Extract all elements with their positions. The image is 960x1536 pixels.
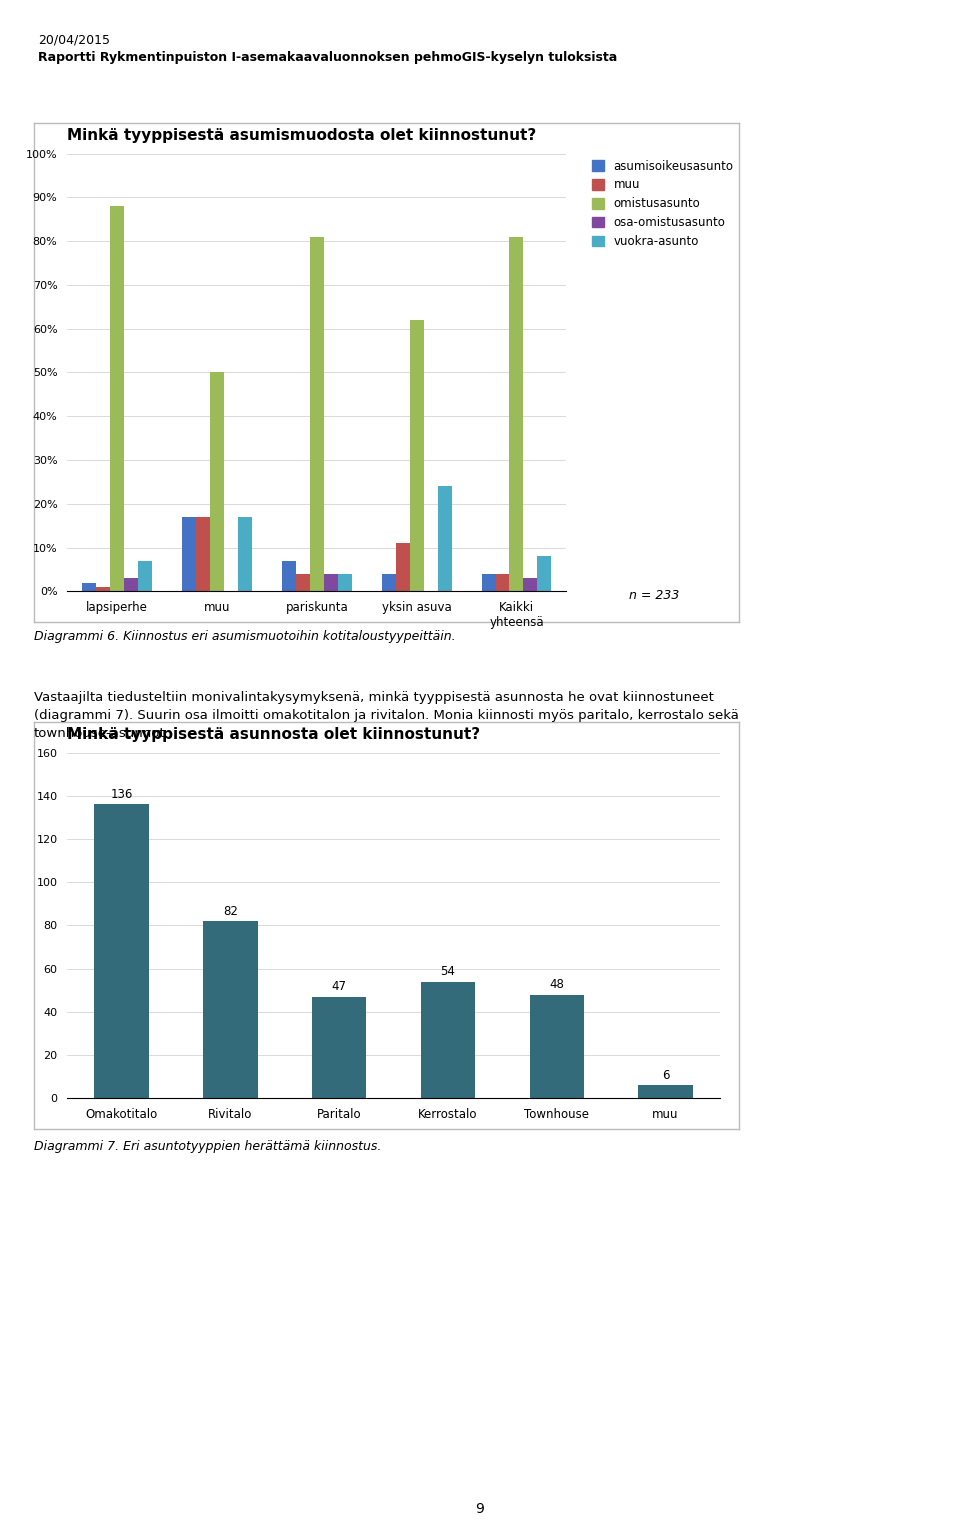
Bar	[338, 574, 351, 591]
Text: Diagrammi 6. Kiinnostus eri asumismuotoihin kotitaloustyypeittäin.: Diagrammi 6. Kiinnostus eri asumismuotoi…	[34, 630, 455, 642]
Text: 136: 136	[110, 788, 132, 802]
Text: Minkä tyyppisestä asumismuodosta olet kiinnostunut?: Minkä tyyppisestä asumismuodosta olet ki…	[67, 127, 537, 143]
Text: 54: 54	[441, 965, 455, 978]
Bar	[324, 574, 338, 591]
Bar	[96, 587, 110, 591]
Bar	[438, 487, 451, 591]
Text: 47: 47	[332, 980, 347, 994]
Bar	[420, 982, 475, 1098]
Bar	[538, 556, 551, 591]
Text: 20/04/2015: 20/04/2015	[38, 34, 110, 46]
Text: Vastaajilta tiedusteltiin monivalintakysymyksenä, minkä tyyppisestä asunnosta he: Vastaajilta tiedusteltiin monivalintakys…	[34, 691, 738, 740]
Bar	[296, 574, 310, 591]
Text: Diagrammi 7. Eri asuntotyyppien herättämä kiinnostus.: Diagrammi 7. Eri asuntotyyppien herättäm…	[34, 1140, 381, 1152]
Text: Minkä tyyppisestä asunnosta olet kiinnostunut?: Minkä tyyppisestä asunnosta olet kiinnos…	[67, 727, 480, 742]
Bar	[523, 578, 538, 591]
Bar	[312, 997, 367, 1098]
Bar	[382, 574, 396, 591]
Bar	[282, 561, 296, 591]
Legend: asumisoikeusasunto, muu, omistusasunto, osa-omistusasunto, vuokra-asunto: asumisoikeusasunto, muu, omistusasunto, …	[592, 160, 733, 249]
Bar	[510, 237, 523, 591]
Bar	[124, 578, 138, 591]
Text: 9: 9	[475, 1502, 485, 1516]
Bar	[238, 518, 252, 591]
Bar	[396, 544, 410, 591]
Bar	[196, 518, 210, 591]
Bar	[530, 995, 584, 1098]
Bar	[310, 237, 324, 591]
Bar	[204, 922, 257, 1098]
Bar	[110, 206, 124, 591]
Bar	[94, 805, 149, 1098]
Text: Raportti Rykmentinpuiston I-asemakaavaluonnoksen pehmoGIS-kyselyn tuloksista: Raportti Rykmentinpuiston I-asemakaavalu…	[38, 51, 617, 63]
Bar	[410, 319, 423, 591]
Bar	[210, 373, 224, 591]
Bar	[138, 561, 152, 591]
Text: n = 233: n = 233	[629, 590, 679, 602]
Bar	[638, 1086, 693, 1098]
Bar	[482, 574, 495, 591]
Bar	[182, 518, 196, 591]
Text: 48: 48	[549, 978, 564, 991]
Text: 82: 82	[223, 905, 238, 919]
Text: 6: 6	[661, 1069, 669, 1081]
Bar	[495, 574, 510, 591]
Bar	[83, 582, 96, 591]
